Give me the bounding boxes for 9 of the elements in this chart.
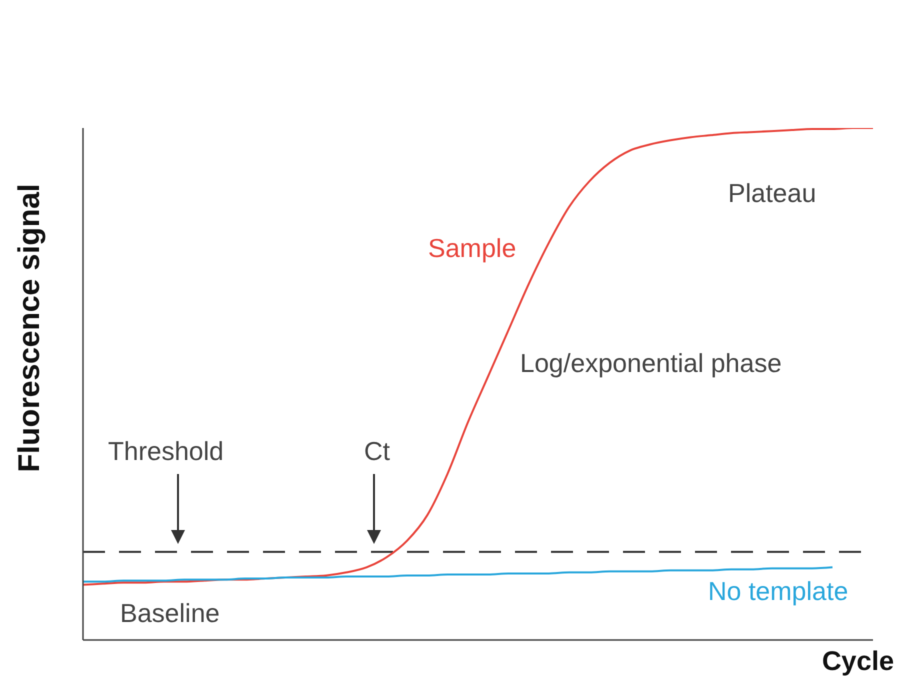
y-axis-title: Fluorescence signal <box>13 184 47 472</box>
series-label: No template <box>708 576 848 607</box>
annotation: Plateau <box>728 178 816 209</box>
annotation: Baseline <box>120 598 220 629</box>
annotation: Threshold <box>108 436 224 467</box>
annotation: Log/exponential phase <box>520 348 782 379</box>
series-label: Sample <box>428 233 516 264</box>
x-axis-title: Cycle <box>822 646 894 677</box>
annotation: Ct <box>364 436 390 467</box>
